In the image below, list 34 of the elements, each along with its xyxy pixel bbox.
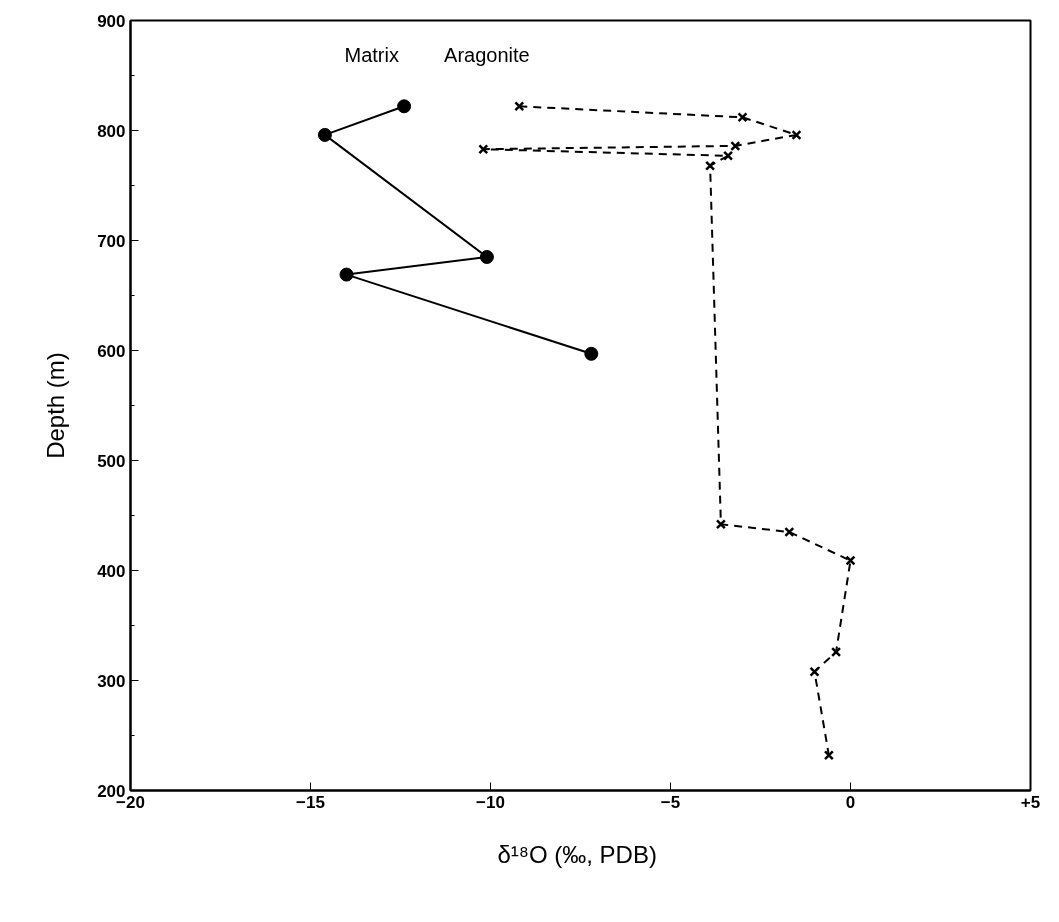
point [397, 99, 412, 114]
y-tick-label: 700 [97, 231, 126, 251]
series-label: Aragonite [444, 44, 530, 67]
y-tick-label: 500 [97, 451, 126, 471]
point [809, 666, 820, 677]
point [722, 150, 734, 161]
series-label: Matrix [344, 44, 399, 67]
point [730, 140, 741, 152]
point [823, 750, 835, 761]
x-tick-label: −5 [660, 792, 681, 812]
point [830, 646, 842, 658]
point [704, 160, 716, 171]
x-tick-label: +5 [1020, 792, 1041, 812]
point [845, 555, 856, 566]
point [715, 519, 727, 530]
point [478, 144, 489, 155]
x-axis-title: δ¹⁸O (‰, PDB) [497, 840, 657, 868]
x-tick-label: −15 [296, 792, 325, 812]
y-axis-title: Depth (m) [42, 352, 70, 459]
y-tick-label: 600 [97, 341, 126, 361]
y-tick-label: 900 [97, 11, 126, 31]
y-tick-label: 400 [97, 561, 126, 581]
point [479, 250, 494, 264]
point [584, 346, 599, 361]
point [339, 267, 354, 282]
point [784, 526, 795, 538]
x-tick-label: 0 [845, 792, 856, 812]
point [737, 112, 748, 123]
point [317, 127, 332, 142]
x-tick-label: −10 [476, 792, 505, 812]
y-tick-label: 800 [97, 121, 126, 141]
point [514, 101, 525, 112]
point [791, 129, 802, 141]
y-tick-label: 300 [97, 671, 126, 691]
